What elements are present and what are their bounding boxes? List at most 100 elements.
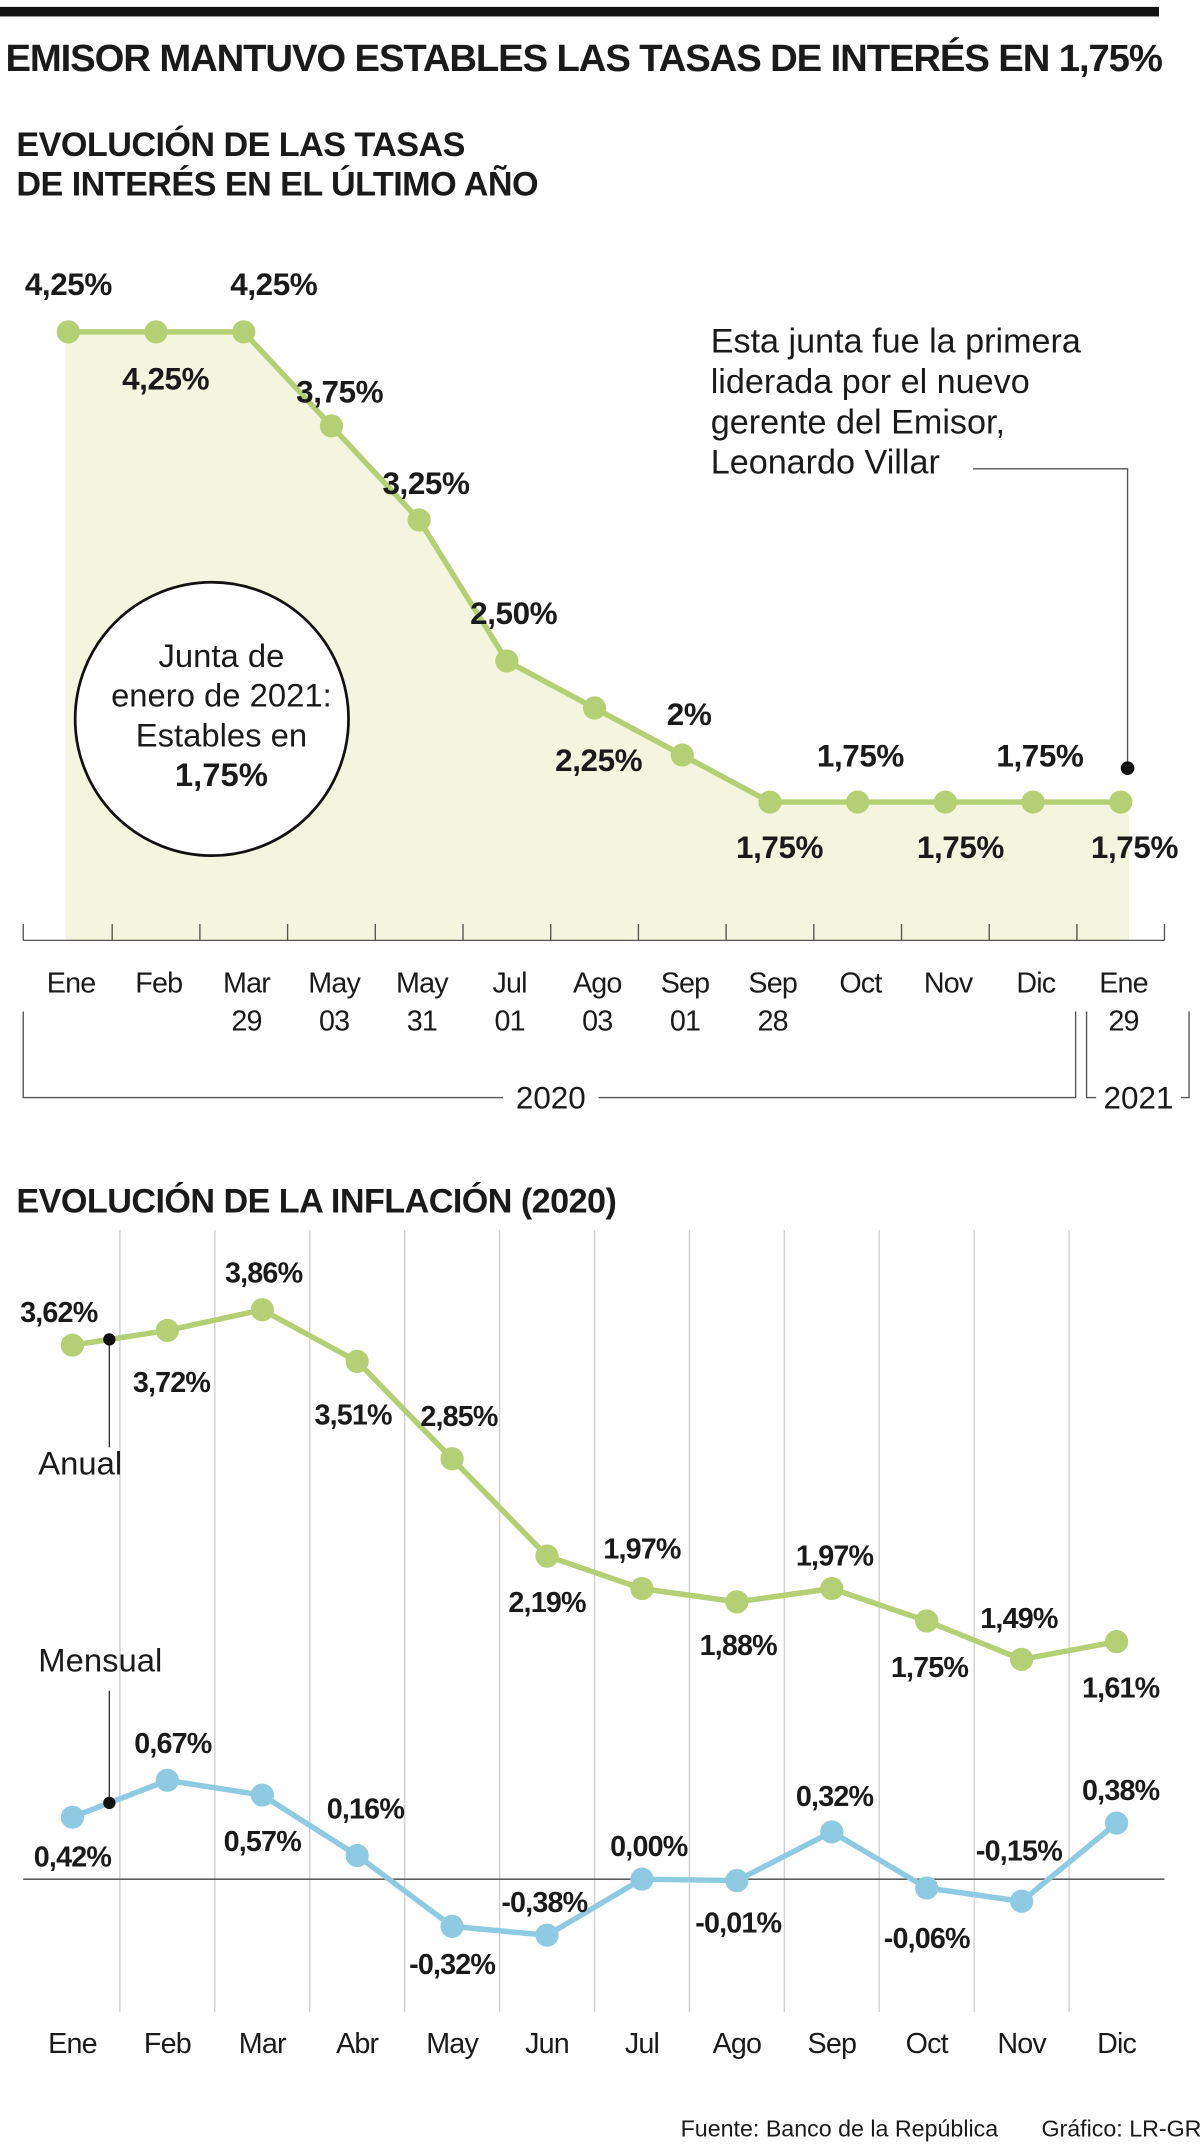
marker [725, 1590, 749, 1614]
value-label: 1,97% [603, 1533, 681, 1565]
group-bracket [22, 1011, 1077, 1099]
value-label: 1,49% [980, 1603, 1058, 1635]
value-label: 2,25% [555, 743, 643, 778]
marker [345, 1843, 369, 1868]
x-tick-label: Sep [808, 2028, 857, 2060]
x-tick-label: May [426, 2028, 479, 2060]
value-label: 1,88% [700, 1630, 778, 1662]
marker [915, 1609, 939, 1633]
x-tick-label: Jul 01 [492, 967, 526, 1037]
marker [144, 320, 168, 344]
top-bar [0, 6, 1159, 17]
x-tick-label: Nov [997, 2028, 1047, 2060]
marker [820, 1820, 844, 1844]
value-label: 2,19% [508, 1587, 586, 1619]
value-label: 3,75% [296, 375, 384, 410]
note-circle [73, 580, 350, 858]
marker [56, 320, 80, 344]
annotation: Leonardo Villar [711, 444, 940, 482]
marker [1010, 1889, 1034, 1913]
marker [319, 414, 344, 438]
x-tick-label: Dic [1097, 2028, 1136, 2060]
x-tick-label: May 03 [308, 967, 361, 1037]
value-label: 3,62% [20, 1297, 98, 1329]
value-label: 1,75% [917, 830, 1005, 865]
credit: Gráfico: LR-GR [1041, 2115, 1200, 2141]
line [72, 1307, 1118, 1663]
group-bracket [1085, 1011, 1190, 1099]
value-label: -0,38% [501, 1887, 587, 1919]
marker [250, 1298, 274, 1322]
chart-title: EVOLUCIÓN DE LA INFLACIÓN (2020) [16, 1180, 616, 1220]
x-tick-label: Ene 29 [1099, 967, 1148, 1037]
legend-label: Mensual [38, 1642, 162, 1679]
value-label: -0,01% [695, 1908, 781, 1940]
x-tick-label: Ene [47, 967, 96, 999]
value-label: -0,15% [976, 1835, 1062, 1867]
marker [60, 1805, 85, 1829]
marker [915, 1876, 939, 1900]
marker [933, 790, 957, 814]
marker [1104, 1811, 1129, 1835]
x-tick-label: Oct [839, 967, 882, 999]
value-label: 0,16% [327, 1794, 405, 1826]
marker [630, 1867, 654, 1891]
annotation-dot [1120, 761, 1135, 775]
line [71, 1777, 1119, 1938]
annotation: gerente del Emisor, [711, 403, 1005, 441]
value-label: 1,75% [817, 739, 905, 774]
value-label: 1,75% [736, 830, 824, 865]
x-tick-label: Feb [144, 2028, 191, 2060]
value-label: 1,97% [796, 1540, 874, 1572]
marker [846, 790, 870, 814]
value-label: 0,32% [796, 1781, 874, 1813]
value-label: 0,57% [224, 1826, 302, 1858]
source: Fuente: Banco de la República [681, 2115, 999, 2141]
x-tick-label: Nov [924, 967, 974, 999]
value-label: -0,32% [409, 1949, 495, 1981]
annotation: liderada por el nuevo [711, 363, 1030, 401]
x-tick-label: Ene [48, 2028, 97, 2060]
marker [820, 1576, 844, 1601]
marker [582, 696, 607, 720]
inflation-chart: 3,62% 3,72% 3,86% 3,51% 2,85% 2,19% 1,97% 1,88%… [20, 1230, 1165, 2060]
marker [232, 320, 256, 344]
marker [407, 508, 431, 532]
value-label: 4,25% [122, 361, 210, 396]
marker [60, 1333, 85, 1357]
chart-title: EVOLUCIÓN DE LAS TASAS [16, 124, 464, 164]
value-label: 1,61% [1082, 1673, 1160, 1705]
note-text: enero de 2021: [111, 677, 332, 714]
marker [1010, 1647, 1034, 1671]
marker [495, 649, 519, 673]
marker [725, 1869, 749, 1893]
note-text: 1,75% [175, 756, 268, 793]
chart-title: DE INTERÉS EN EL ÚLTIMO AÑO [16, 164, 538, 204]
marker [250, 1783, 274, 1807]
x-tick-label: Dic [1016, 967, 1055, 999]
note-text: Junta de [158, 637, 284, 674]
value-label: 1,75% [1091, 830, 1179, 865]
x-tick-label: May 31 [396, 967, 449, 1037]
x-tick-label: Mar [239, 2028, 287, 2060]
legend-label: Anual [38, 1445, 122, 1482]
legend-dot [103, 1333, 116, 1346]
marker [535, 1923, 559, 1947]
marker [670, 743, 694, 767]
value-label: 3,51% [314, 1399, 392, 1431]
annotation: Esta junta fue la primera [711, 323, 1081, 361]
marker [535, 1544, 559, 1568]
marker [630, 1576, 654, 1601]
legend-dot [103, 1796, 116, 1810]
marker [1021, 790, 1045, 814]
marker [1104, 1630, 1129, 1654]
value-label: 0,00% [610, 1831, 688, 1863]
x-tick-label: Ago [713, 2028, 762, 2060]
group-label: 2021 [1104, 1080, 1174, 1115]
value-label: 0,42% [34, 1841, 112, 1873]
marker [440, 1447, 464, 1471]
rates-chart: 4,25% 4,25% 4,25% 3,75% 3,25% 2,50% 2,25% 2% 1,7… [22, 267, 1190, 1115]
value-label: 4,25% [25, 267, 113, 302]
area [65, 331, 1129, 941]
